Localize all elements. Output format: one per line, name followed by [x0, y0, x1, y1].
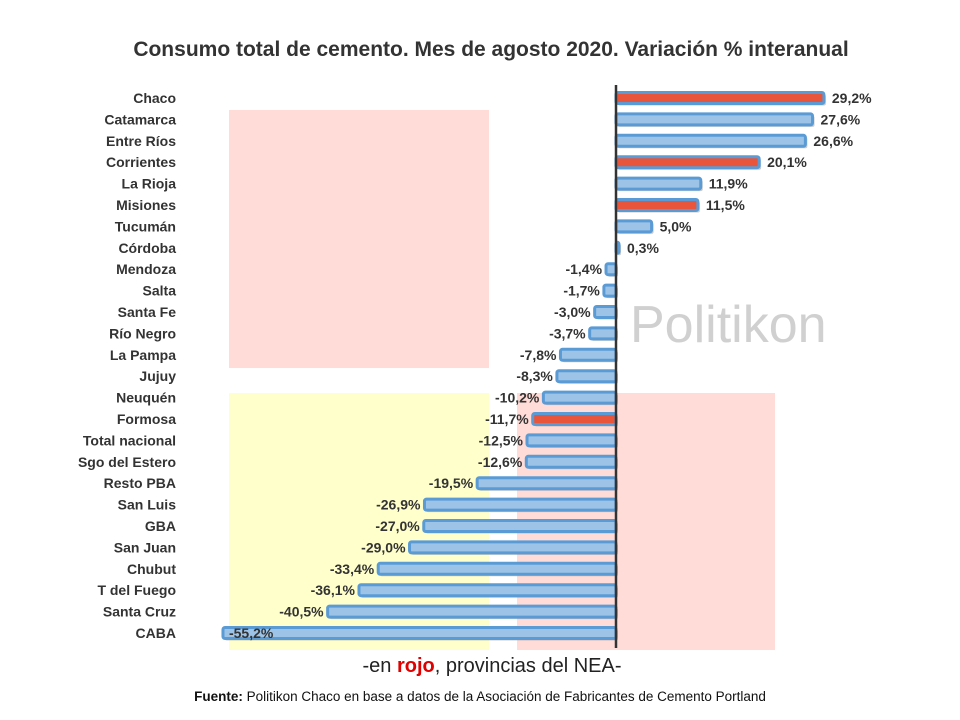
- category-label: Salta: [143, 283, 177, 299]
- bar: [326, 604, 618, 619]
- bar: [614, 112, 815, 127]
- source-caption: Fuente: Politikon Chaco en base a datos …: [0, 689, 960, 704]
- data-label: -11,7%: [485, 411, 529, 427]
- data-label: -8,3%: [516, 368, 553, 384]
- category-label: T del Fuego: [97, 582, 176, 598]
- note-suffix: , provincias del NEA-: [434, 655, 622, 677]
- data-label: -33,4%: [330, 561, 375, 577]
- category-label: La Pampa: [110, 347, 176, 363]
- bar-nea: [614, 155, 761, 170]
- bar: [541, 390, 618, 405]
- data-label: -12,6%: [478, 454, 523, 470]
- data-label: 29,2%: [832, 90, 872, 106]
- bar: [422, 519, 618, 533]
- data-label: -40,5%: [279, 604, 324, 620]
- bar: [422, 497, 618, 512]
- bar: [221, 626, 618, 640]
- bar: [555, 369, 618, 384]
- bar: [614, 176, 703, 191]
- bar: [524, 454, 618, 469]
- bar: [475, 476, 618, 491]
- data-label: -3,7%: [549, 325, 586, 341]
- data-label: 11,5%: [706, 197, 745, 213]
- data-label: -1,7%: [563, 283, 600, 299]
- source-text: Politikon Chaco en base a datos de la As…: [242, 689, 766, 704]
- bar: [525, 433, 618, 448]
- data-label: 0,3%: [627, 240, 659, 256]
- bar: [604, 262, 618, 277]
- category-label: San Luis: [118, 497, 177, 513]
- category-label: Río Negro: [109, 325, 176, 341]
- category-label: Corrientes: [106, 154, 176, 170]
- bar: [614, 133, 807, 148]
- data-label: 20,1%: [767, 154, 807, 170]
- data-label: -26,9%: [376, 497, 421, 513]
- note-highlight: rojo: [396, 655, 435, 677]
- category-label: Entre Ríos: [106, 133, 176, 149]
- data-label: -10,2%: [495, 390, 540, 406]
- data-label: -3,0%: [554, 304, 591, 320]
- bar: [614, 219, 654, 234]
- bar: [408, 540, 618, 555]
- category-label: Tucumán: [115, 218, 176, 234]
- category-label: Formosa: [117, 411, 176, 427]
- data-label: -7,8%: [520, 347, 557, 363]
- category-label: Santa Fe: [118, 304, 177, 320]
- bar: [588, 326, 618, 341]
- chart-title: Consumo total de cemento. Mes de agosto …: [133, 38, 849, 61]
- category-label: GBA: [145, 518, 176, 534]
- watermark-text: Politikon: [630, 296, 827, 354]
- category-label: Misiones: [116, 197, 176, 213]
- category-label: Jujuy: [139, 368, 176, 384]
- source-label: Fuente:: [194, 689, 243, 704]
- data-label: -27,0%: [375, 518, 420, 534]
- category-label: Córdoba: [118, 240, 176, 256]
- category-label: Resto PBA: [104, 475, 176, 491]
- data-label: 26,6%: [813, 133, 853, 149]
- note-prefix: -en: [362, 655, 397, 677]
- data-label: -1,4%: [565, 261, 602, 277]
- category-label: Chaco: [133, 90, 176, 106]
- category-label: Mendoza: [116, 261, 176, 277]
- category-label: Sgo del Estero: [78, 454, 176, 470]
- data-label: -36,1%: [311, 582, 356, 598]
- data-label: 27,6%: [821, 111, 861, 127]
- category-label: Santa Cruz: [103, 604, 176, 620]
- bar: [558, 347, 618, 362]
- category-label: Catamarca: [104, 111, 176, 127]
- category-label: Total nacional: [83, 432, 176, 448]
- bar-nea: [614, 198, 700, 212]
- bar-nea: [614, 91, 826, 105]
- bar: [357, 583, 618, 598]
- bar: [593, 305, 618, 319]
- legend-note: -en rojo, provincias del NEA-: [0, 655, 960, 678]
- data-label: -12,5%: [479, 432, 524, 448]
- category-label: San Juan: [114, 539, 176, 555]
- category-label: Chubut: [127, 561, 176, 577]
- data-label: 11,9%: [709, 176, 748, 192]
- category-label: CABA: [136, 625, 176, 641]
- data-label: -19,5%: [429, 475, 474, 491]
- category-label: Neuquén: [116, 390, 176, 406]
- bar: [376, 561, 618, 576]
- bar: [602, 283, 618, 298]
- data-label: 5,0%: [660, 218, 692, 234]
- data-label: -55,2%: [229, 625, 274, 641]
- bar-nea: [531, 412, 618, 426]
- data-label: -29,0%: [361, 539, 406, 555]
- category-label: La Rioja: [122, 176, 177, 192]
